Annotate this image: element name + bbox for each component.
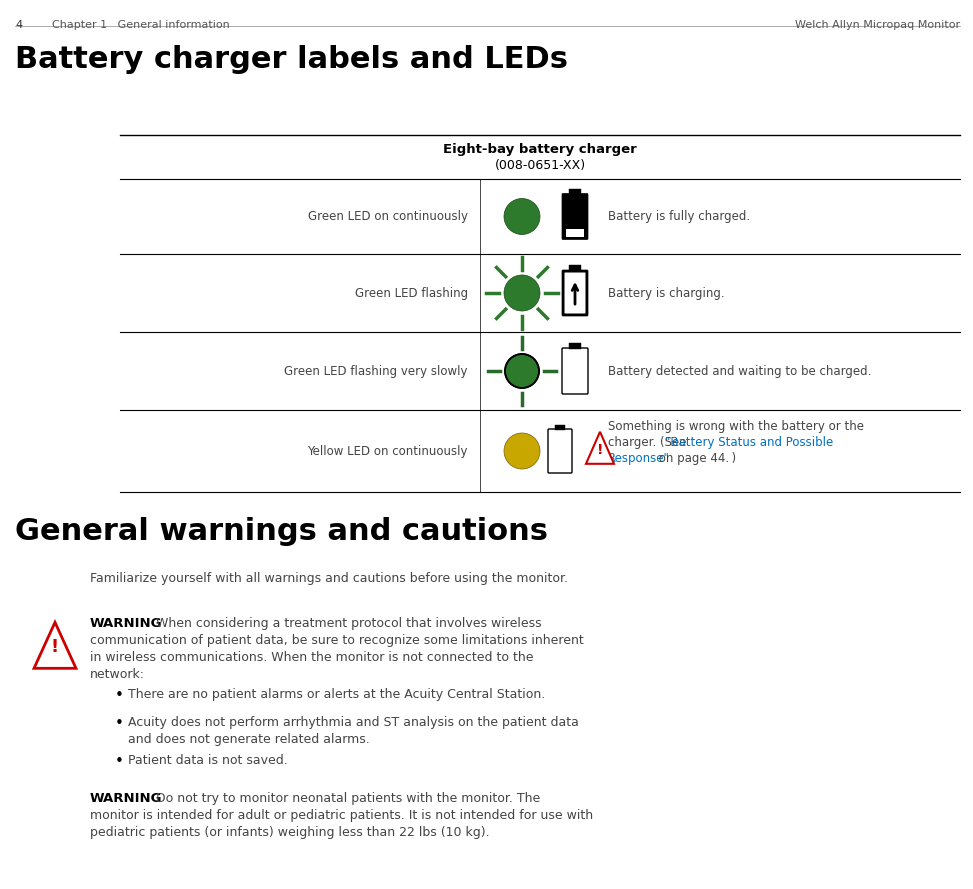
Text: Do not try to monitor neonatal patients with the monitor. The: Do not try to monitor neonatal patients … <box>144 792 540 805</box>
Text: 4: 4 <box>15 20 22 30</box>
FancyBboxPatch shape <box>562 270 588 316</box>
Text: •: • <box>115 754 124 769</box>
Text: Familiarize yourself with all warnings and cautions before using the monitor.: Familiarize yourself with all warnings a… <box>90 572 568 585</box>
Text: network:: network: <box>90 668 145 681</box>
Circle shape <box>504 275 540 311</box>
Text: in wireless communications. When the monitor is not connected to the: in wireless communications. When the mon… <box>90 651 533 664</box>
Text: When considering a treatment protocol that involves wireless: When considering a treatment protocol th… <box>144 617 542 630</box>
Text: Something is wrong with the battery or the: Something is wrong with the battery or t… <box>608 420 864 433</box>
Text: "Battery Status and Possible: "Battery Status and Possible <box>665 436 833 449</box>
Text: Patient data is not saved.: Patient data is not saved. <box>128 754 288 767</box>
Text: Eight-bay battery charger: Eight-bay battery charger <box>443 143 637 156</box>
Text: Welch Allyn Micropaq Monitor: Welch Allyn Micropaq Monitor <box>795 20 960 30</box>
Text: charger. (See: charger. (See <box>608 436 690 449</box>
FancyBboxPatch shape <box>562 194 588 239</box>
Text: Battery detected and waiting to be charged.: Battery detected and waiting to be charg… <box>608 364 872 378</box>
Circle shape <box>504 198 540 235</box>
Text: pediatric patients (or infants) weighing less than 22 lbs (10 kg).: pediatric patients (or infants) weighing… <box>90 826 489 839</box>
Text: and does not generate related alarms.: and does not generate related alarms. <box>128 733 370 746</box>
Circle shape <box>505 354 539 388</box>
Text: Response": Response" <box>608 452 669 465</box>
Text: General warnings and cautions: General warnings and cautions <box>15 517 548 546</box>
FancyBboxPatch shape <box>548 429 572 473</box>
FancyBboxPatch shape <box>564 273 586 314</box>
Text: !: ! <box>596 443 603 457</box>
Text: (008-0651-XX): (008-0651-XX) <box>494 159 586 172</box>
Text: There are no patient alarms or alerts at the Acuity Central Station.: There are no patient alarms or alerts at… <box>128 688 545 701</box>
Text: Green LED flashing: Green LED flashing <box>355 286 468 300</box>
Bar <box>569 265 581 271</box>
Text: monitor is intended for adult or pediatric patients. It is not intended for use : monitor is intended for adult or pediatr… <box>90 809 594 822</box>
Text: !: ! <box>51 638 59 656</box>
Text: •: • <box>115 688 124 703</box>
Text: Green LED on continuously: Green LED on continuously <box>308 210 468 223</box>
Text: Battery is fully charged.: Battery is fully charged. <box>608 210 750 223</box>
Text: WARNING: WARNING <box>90 792 162 805</box>
Bar <box>569 343 581 349</box>
Text: Acuity does not perform arrhythmia and ST analysis on the patient data: Acuity does not perform arrhythmia and S… <box>128 716 579 729</box>
Text: Battery is charging.: Battery is charging. <box>608 286 725 300</box>
Polygon shape <box>34 622 76 669</box>
Text: Yellow LED on continuously: Yellow LED on continuously <box>307 444 468 458</box>
Bar <box>569 188 581 195</box>
Text: on page 44. ): on page 44. ) <box>655 452 737 465</box>
Bar <box>566 228 584 236</box>
Text: WARNING: WARNING <box>90 617 162 630</box>
Text: Chapter 1   General information: Chapter 1 General information <box>52 20 230 30</box>
Polygon shape <box>586 432 614 464</box>
Text: Green LED flashing very slowly: Green LED flashing very slowly <box>284 364 468 378</box>
Bar <box>555 425 565 430</box>
FancyBboxPatch shape <box>562 348 588 394</box>
Text: communication of patient data, be sure to recognize some limitations inherent: communication of patient data, be sure t… <box>90 634 584 647</box>
Circle shape <box>504 433 540 469</box>
Text: •: • <box>115 716 124 731</box>
Text: Battery charger labels and LEDs: Battery charger labels and LEDs <box>15 45 568 74</box>
